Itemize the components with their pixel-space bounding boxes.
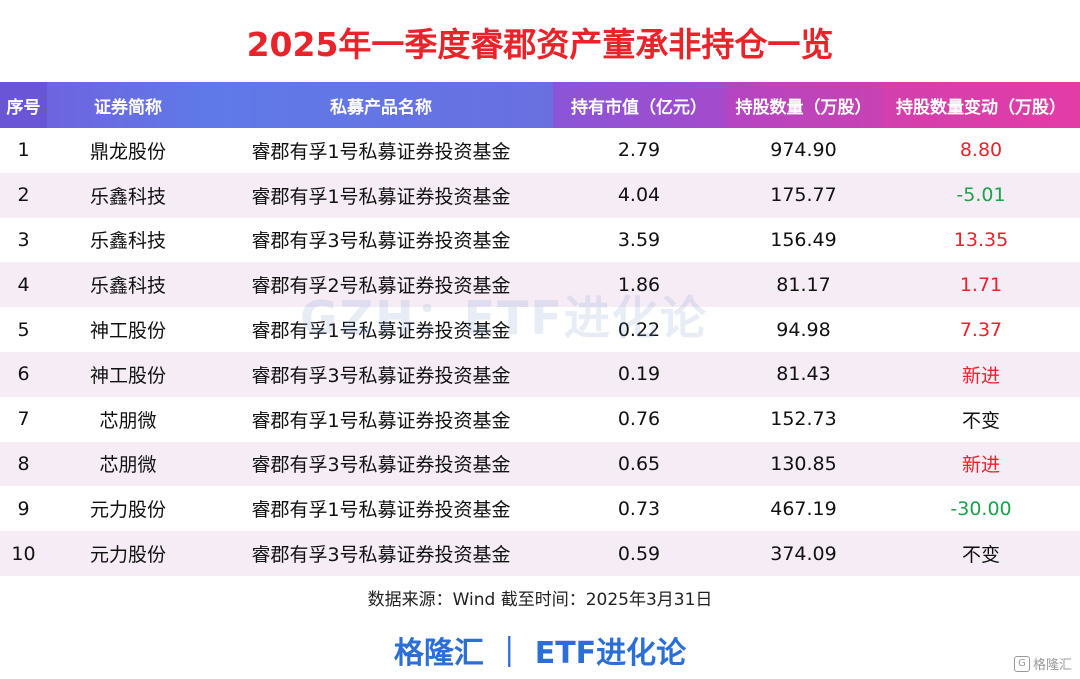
row-qty: 81.17 — [725, 262, 882, 308]
header-share-quantity: 持股数量（万股） — [725, 82, 882, 128]
data-source-note: 数据来源：Wind 截至时间：2025年3月31日 — [367, 590, 713, 610]
table-row: 4 乐鑫科技 睿郡有孚2号私募证券投资基金 1.86 81.17 1.71 — [0, 262, 1080, 308]
corner-logo-text: 格隆汇 — [1032, 658, 1072, 673]
row-qty: 974.90 — [725, 128, 882, 173]
row-value: 3.59 — [553, 217, 725, 263]
row-value: 2.79 — [553, 128, 725, 173]
row-change: 新进 — [882, 441, 1080, 487]
row-index: 8 — [0, 441, 47, 487]
row-change: 8.80 — [882, 128, 1080, 173]
row-fund: 睿郡有孚1号私募证券投资基金 — [209, 307, 553, 352]
table-row: 1 鼎龙股份 睿郡有孚1号私募证券投资基金 2.79 974.90 8.80 — [0, 128, 1080, 173]
page-title: 2025年一季度睿郡资产董承非持仓一览 — [246, 25, 834, 64]
table-row: 8 芯朋微 睿郡有孚3号私募证券投资基金 0.65 130.85 新进 — [0, 441, 1080, 487]
row-value: 1.86 — [553, 262, 725, 308]
row-stock: 神工股份 — [47, 307, 209, 352]
header-market-value: 持有市值（亿元） — [553, 82, 725, 128]
row-change: 7.37 — [882, 307, 1080, 352]
row-fund: 睿郡有孚3号私募证券投资基金 — [209, 217, 553, 263]
table-header-row: 序号 证券简称 私募产品名称 持有市值（亿元） 持股数量（万股） 持股数量变动（… — [0, 82, 1080, 128]
row-index: 5 — [0, 307, 47, 352]
row-stock: 元力股份 — [47, 486, 209, 532]
row-fund: 睿郡有孚3号私募证券投资基金 — [209, 441, 553, 487]
row-value: 0.73 — [553, 486, 725, 532]
row-stock: 元力股份 — [47, 531, 209, 576]
row-stock: 神工股份 — [47, 351, 209, 397]
row-stock: 乐鑫科技 — [47, 172, 209, 218]
header-stock-name: 证券简称 — [47, 82, 209, 128]
row-index: 3 — [0, 217, 47, 263]
row-qty: 152.73 — [725, 396, 882, 442]
table-row: 10 元力股份 睿郡有孚3号私募证券投资基金 0.59 374.09 不变 — [0, 531, 1080, 576]
row-fund: 睿郡有孚1号私募证券投资基金 — [209, 128, 553, 173]
row-stock: 乐鑫科技 — [47, 262, 209, 308]
row-change: 新进 — [882, 351, 1080, 397]
row-index: 9 — [0, 486, 47, 532]
row-fund: 睿郡有孚3号私募证券投资基金 — [209, 351, 553, 397]
row-change: 不变 — [882, 396, 1080, 442]
row-change: 1.71 — [882, 262, 1080, 308]
row-stock: 芯朋微 — [47, 396, 209, 442]
row-qty: 374.09 — [725, 531, 882, 576]
row-value: 0.19 — [553, 351, 725, 397]
row-qty: 467.19 — [725, 486, 882, 532]
table-row: 6 神工股份 睿郡有孚3号私募证券投资基金 0.19 81.43 新进 — [0, 351, 1080, 397]
row-value: 0.65 — [553, 441, 725, 487]
row-value: 0.22 — [553, 307, 725, 352]
corner-logo: G 格隆汇 — [1013, 654, 1072, 673]
table-row: 3 乐鑫科技 睿郡有孚3号私募证券投资基金 3.59 156.49 13.35 — [0, 217, 1080, 263]
row-qty: 175.77 — [725, 172, 882, 218]
row-stock: 乐鑫科技 — [47, 217, 209, 263]
row-fund: 睿郡有孚1号私募证券投资基金 — [209, 486, 553, 532]
row-qty: 81.43 — [725, 351, 882, 397]
row-fund: 睿郡有孚3号私募证券投资基金 — [209, 531, 553, 576]
row-fund: 睿郡有孚1号私募证券投资基金 — [209, 172, 553, 218]
row-index: 10 — [0, 531, 47, 576]
row-change: 13.35 — [882, 217, 1080, 263]
row-qty: 130.85 — [725, 441, 882, 487]
row-index: 1 — [0, 128, 47, 173]
holdings-table: 序号 证券简称 私募产品名称 持有市值（亿元） 持股数量（万股） 持股数量变动（… — [0, 82, 1080, 576]
header-quantity-change: 持股数量变动（万股） — [882, 82, 1080, 128]
row-qty: 94.98 — [725, 307, 882, 352]
row-fund: 睿郡有孚2号私募证券投资基金 — [209, 262, 553, 308]
table-row: 5 神工股份 睿郡有孚1号私募证券投资基金 0.22 94.98 7.37 — [0, 307, 1080, 352]
row-fund: 睿郡有孚1号私募证券投资基金 — [209, 396, 553, 442]
table-row: 7 芯朋微 睿郡有孚1号私募证券投资基金 0.76 152.73 不变 — [0, 396, 1080, 442]
row-change: -5.01 — [882, 172, 1080, 218]
row-change: 不变 — [882, 531, 1080, 576]
row-change: -30.00 — [882, 486, 1080, 532]
row-qty: 156.49 — [725, 217, 882, 263]
row-index: 6 — [0, 351, 47, 397]
table-row: 9 元力股份 睿郡有孚1号私募证券投资基金 0.73 467.19 -30.00 — [0, 486, 1080, 532]
row-index: 2 — [0, 172, 47, 218]
row-value: 0.59 — [553, 531, 725, 576]
row-stock: 鼎龙股份 — [47, 128, 209, 173]
footer-brand: 格隆汇 ｜ ETF进化论 — [393, 636, 687, 671]
table-row: 2 乐鑫科技 睿郡有孚1号私募证券投资基金 4.04 175.77 -5.01 — [0, 172, 1080, 218]
row-value: 4.04 — [553, 172, 725, 218]
header-fund-name: 私募产品名称 — [209, 82, 553, 128]
brand-logo-icon: G — [1013, 655, 1030, 672]
header-index: 序号 — [0, 82, 47, 128]
row-index: 4 — [0, 262, 47, 308]
row-stock: 芯朋微 — [47, 441, 209, 487]
row-index: 7 — [0, 396, 47, 442]
row-value: 0.76 — [553, 396, 725, 442]
